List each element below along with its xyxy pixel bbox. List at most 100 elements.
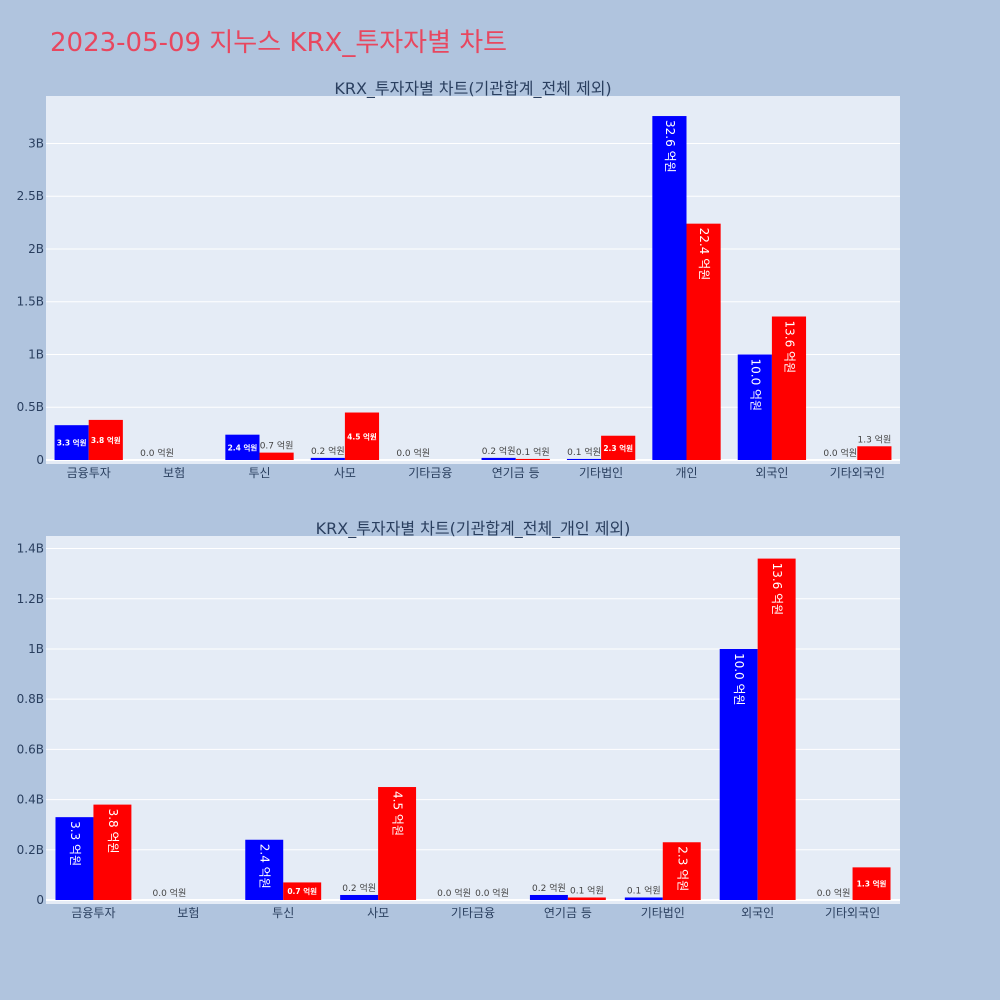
x-tick-label: 사모 — [334, 466, 356, 480]
data-label: 32.6 억원 — [663, 120, 677, 173]
data-label: 0.0 억원 — [817, 887, 851, 899]
data-label: 1.3 억원 — [857, 879, 887, 889]
data-label: 0.1 억원 — [570, 884, 604, 896]
data-label: 3.3 억원 — [68, 821, 82, 866]
bar[interactable] — [55, 817, 94, 900]
bar[interactable] — [515, 458, 550, 460]
bar[interactable] — [771, 316, 807, 460]
data-label: 4.5 억원 — [347, 431, 377, 441]
bar[interactable] — [686, 223, 721, 460]
y-tick-label: 0.5B — [17, 400, 44, 414]
data-label: 0.0 억원 — [396, 447, 430, 459]
bar[interactable] — [566, 458, 602, 460]
bar[interactable] — [737, 354, 772, 460]
y-tick-label: 1.2B — [17, 592, 44, 606]
bar[interactable] — [245, 839, 284, 900]
x-tick-label: 보험 — [163, 466, 185, 480]
bar[interactable] — [481, 457, 516, 460]
y-tick-label: 1.4B — [17, 542, 44, 556]
y-tick-label: 0.6B — [17, 742, 44, 756]
bar[interactable] — [344, 412, 380, 460]
bar[interactable] — [601, 435, 636, 460]
bar[interactable] — [719, 648, 758, 900]
y-tick-label: 2.5B — [17, 189, 44, 203]
bar[interactable] — [225, 434, 260, 460]
x-tick-label: 외국인 — [741, 906, 774, 920]
data-label: 0.2 억원 — [532, 882, 566, 894]
chart-title: KRX_투자자별 차트(기관합계_전체 제외) — [334, 79, 611, 99]
bar[interactable] — [857, 446, 892, 460]
bar[interactable] — [624, 897, 663, 900]
y-tick-label: 0.4B — [17, 793, 44, 807]
x-tick-label: 기타외국인 — [825, 906, 880, 920]
bar[interactable] — [283, 882, 322, 900]
chart-1: KRX_투자자별 차트(기관합계_전체 제외) 0 0.5B 1B 1.5B 2B 2.5B… — [17, 79, 900, 480]
bar[interactable] — [852, 867, 891, 900]
data-label: 0.1 억원 — [567, 446, 601, 458]
x-tick-label: 기타법인 — [641, 906, 685, 920]
data-label: 0.0 억원 — [823, 447, 857, 459]
x-tick-label: 기타금융 — [408, 466, 452, 480]
bar[interactable] — [652, 116, 687, 460]
data-label: 4.5 억원 — [391, 791, 405, 836]
x-tick-label: 기타금융 — [451, 906, 495, 920]
data-label: 0.0 억원 — [475, 887, 509, 899]
y-tick-label: 1B — [28, 642, 44, 656]
x-tick-label: 연기금 등 — [544, 906, 592, 920]
x-tick-label: 금융투자 — [67, 466, 111, 480]
bar[interactable] — [54, 425, 89, 460]
bar[interactable] — [567, 897, 606, 900]
data-label: 1.3 억원 — [858, 433, 892, 445]
bar[interactable] — [757, 558, 796, 900]
y-tick-label: 0 — [36, 453, 44, 467]
bar[interactable] — [310, 457, 345, 460]
data-label: 13.6 억원 — [770, 563, 784, 616]
data-label: 2.4 억원 — [228, 442, 258, 452]
x-tick-label: 개인 — [675, 466, 697, 480]
data-label: 0.1 억원 — [516, 446, 550, 458]
y-tick-label: 1.5B — [17, 295, 44, 309]
y-tick-label: 3B — [28, 136, 44, 150]
bar[interactable] — [529, 894, 568, 900]
bar[interactable] — [93, 804, 132, 900]
page-title: 2023-05-09 지누스 KRX_투자자별 차트 — [50, 28, 508, 58]
x-tick-label: 연기금 등 — [492, 466, 540, 480]
x-tick-label: 투신 — [248, 466, 270, 480]
data-label: 0.2 억원 — [311, 445, 345, 457]
y-tick-label: 2B — [28, 242, 44, 256]
y-tick-label: 0.8B — [17, 692, 44, 706]
data-label: 2.3 억원 — [675, 846, 689, 891]
chart-title: KRX_투자자별 차트(기관합계_전체_개인 제외) — [316, 519, 631, 539]
data-label: 10.0 억원 — [732, 653, 746, 706]
y-tick-label: 1B — [28, 347, 44, 361]
data-label: 0.7 억원 — [287, 886, 317, 896]
x-tick-label: 투신 — [272, 906, 294, 920]
bar[interactable] — [662, 842, 701, 900]
data-label: 0.2 억원 — [482, 445, 516, 457]
data-label: 3.8 억원 — [91, 435, 121, 445]
data-label: 0.0 억원 — [437, 887, 471, 899]
data-label: 0.0 억원 — [152, 887, 186, 899]
x-tick-label: 외국인 — [755, 466, 788, 480]
data-label: 0.1 억원 — [627, 884, 661, 896]
y-tick-label: 0 — [36, 893, 44, 907]
data-label: 2.4 억원 — [258, 844, 272, 889]
bar[interactable] — [259, 452, 294, 460]
y-tick-label: 0.2B — [17, 843, 44, 857]
bar[interactable] — [340, 894, 379, 900]
x-tick-label: 보험 — [177, 906, 199, 920]
x-tick-label: 금융투자 — [71, 906, 115, 920]
chart-2: KRX_투자자별 차트(기관합계_전체_개인 제외) 0 0.2B 0.4B 0.6B 0… — [17, 519, 900, 920]
data-label: 3.8 억원 — [106, 809, 120, 854]
data-label: 0.0 억원 — [140, 447, 174, 459]
data-label: 3.3 억원 — [57, 438, 87, 448]
data-label: 2.3 억원 — [603, 443, 633, 453]
x-tick-label: 사모 — [367, 906, 389, 920]
bar[interactable] — [88, 419, 123, 460]
data-label: 13.6 억원 — [782, 321, 796, 374]
x-tick-label: 기타외국인 — [830, 466, 885, 480]
data-label: 0.2 억원 — [342, 882, 376, 894]
x-tick-label: 기타법인 — [579, 466, 623, 480]
bar[interactable] — [378, 787, 417, 900]
